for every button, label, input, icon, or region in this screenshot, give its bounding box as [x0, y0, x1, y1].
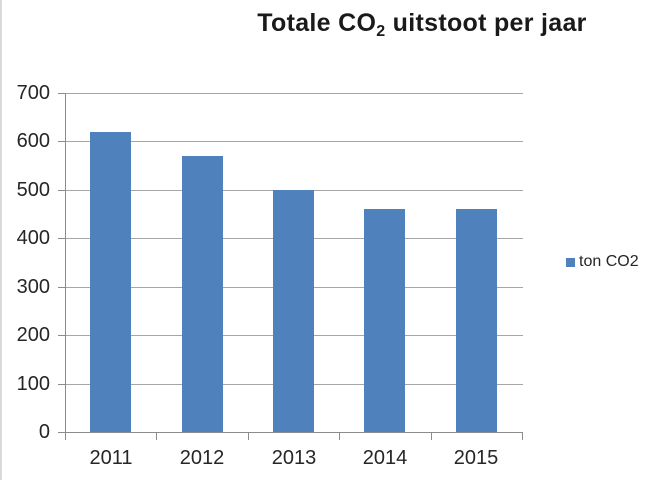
chart-title-suffix: uitstoot per jaar: [385, 9, 587, 37]
y-axis-label-500: 500: [16, 179, 50, 201]
chart-title: Totale CO2 uitstoot per jaar: [257, 9, 587, 40]
y-axis-tick-500: [58, 190, 65, 191]
x-axis-tick-5: [522, 433, 523, 440]
bar-2011[interactable]: [90, 132, 131, 432]
x-axis-label-2011: 2011: [89, 447, 133, 469]
y-axis-label-100: 100: [16, 373, 50, 395]
x-axis-label-2015: 2015: [453, 447, 499, 469]
gridline-600: [66, 141, 523, 142]
bar-2013[interactable]: [273, 190, 314, 432]
chart-title-subscript: 2: [376, 23, 386, 40]
y-axis-tick-600: [58, 141, 65, 142]
x-axis-label-2014: 2014: [362, 447, 408, 469]
y-axis-tick-300: [58, 287, 65, 288]
x-axis-tick-1: [156, 433, 157, 440]
x-axis-label-2013: 2013: [271, 447, 317, 469]
y-axis-label-600: 600: [16, 130, 50, 152]
y-axis-tick-100: [58, 384, 65, 385]
x-axis-tick-2: [248, 433, 249, 440]
y-axis-tick-400: [58, 238, 65, 239]
legend-label: ton CO2: [579, 253, 639, 270]
x-axis-label-2012: 2012: [179, 447, 225, 469]
y-axis-tick-700: [58, 93, 65, 94]
y-axis-label-700: 700: [16, 82, 50, 104]
y-axis-label-0: 0: [38, 421, 50, 443]
legend-swatch-icon: [566, 257, 575, 267]
y-axis-label-400: 400: [16, 227, 50, 249]
x-axis-tick-0: [65, 433, 66, 440]
y-axis-label-300: 300: [16, 276, 50, 298]
bar-2012[interactable]: [182, 156, 223, 432]
legend[interactable]: ton CO2: [566, 253, 639, 271]
bar-2014[interactable]: [364, 209, 405, 432]
x-axis-tick-3: [339, 433, 340, 440]
x-axis-tick-4: [431, 433, 432, 440]
bar-2015[interactable]: [456, 209, 497, 432]
gridline-700: [66, 93, 523, 94]
y-axis-tick-0: [58, 432, 65, 433]
chart-title-text: Totale CO: [257, 9, 377, 37]
y-axis-label-200: 200: [16, 324, 50, 346]
y-axis-tick-200: [58, 335, 65, 336]
